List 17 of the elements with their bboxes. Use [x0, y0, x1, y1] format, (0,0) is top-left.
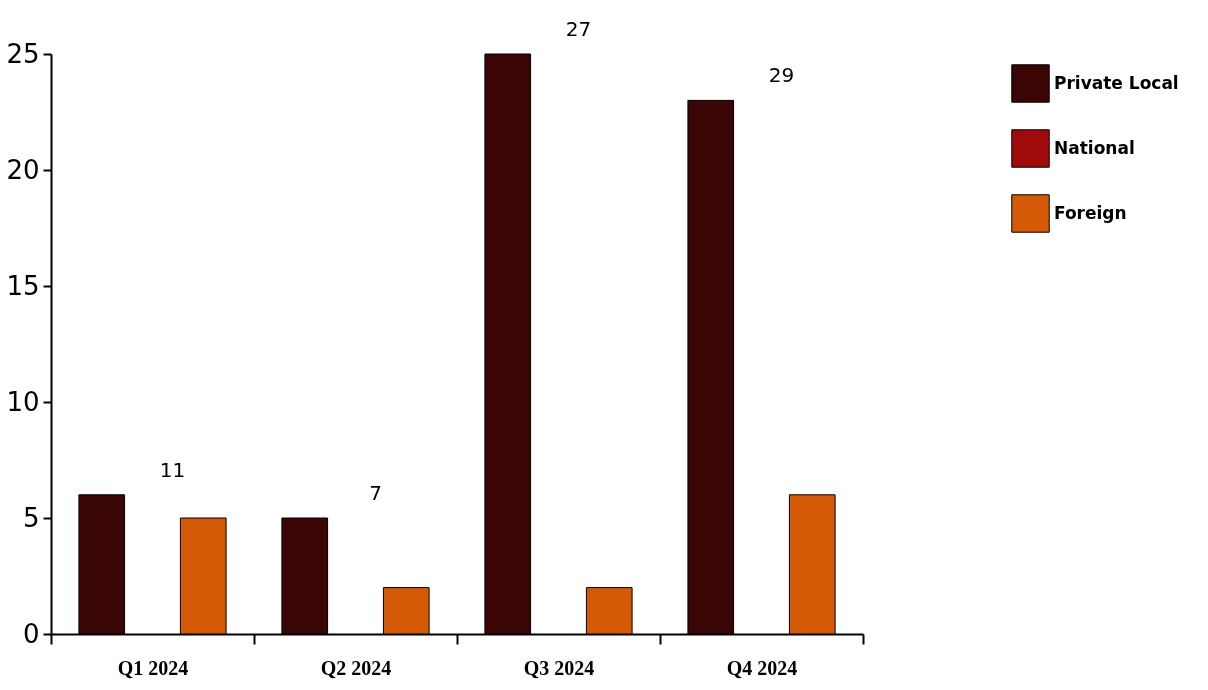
x-tick-label: Q2 2024 — [320, 656, 392, 679]
total-label: 11 — [159, 457, 186, 482]
y-tick-label: 5 — [22, 502, 40, 533]
total-label: 29 — [768, 63, 795, 88]
x-tick-label: Q3 2024 — [523, 656, 595, 679]
legend-label: National — [1054, 137, 1135, 158]
total-label: 7 — [369, 481, 382, 505]
y-tick-label: 25 — [6, 38, 40, 69]
y-tick-label: 15 — [6, 270, 40, 301]
legend-label: Foreign — [1054, 202, 1127, 223]
x-tick-label: Q1 2024 — [117, 656, 189, 679]
y-tick-label: 0 — [22, 618, 40, 649]
y-tick-label: 20 — [6, 154, 40, 185]
y-tick-label: 10 — [6, 386, 40, 417]
legend-label: Private Local — [1054, 72, 1179, 93]
x-tick-label: Q4 2024 — [726, 656, 798, 679]
total-label: 27 — [565, 17, 592, 41]
